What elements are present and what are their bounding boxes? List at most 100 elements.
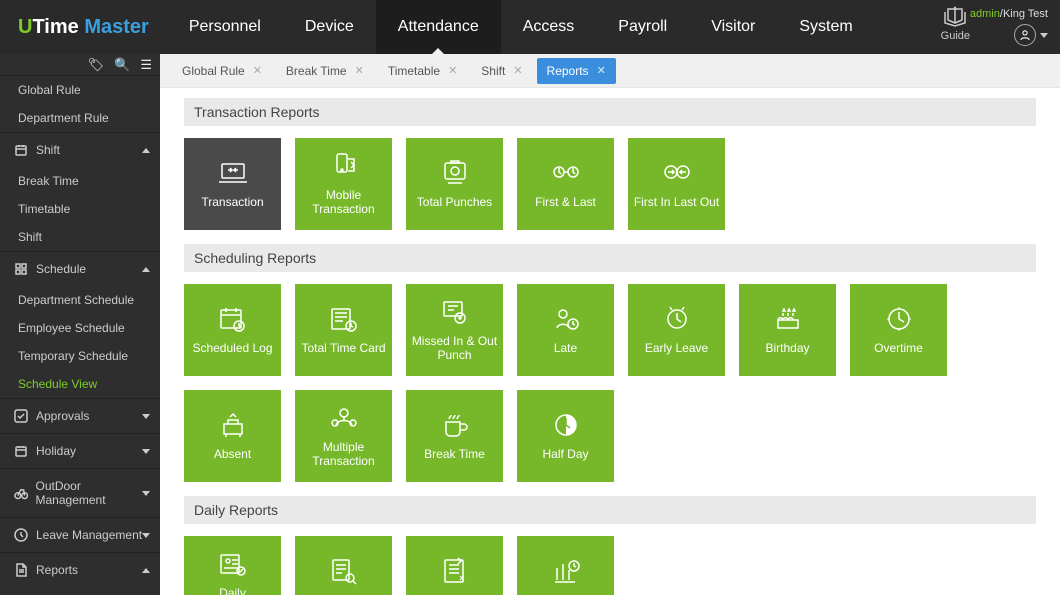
card-half-day[interactable]: Half Day (517, 390, 614, 482)
dsum-icon (438, 556, 472, 586)
cake-icon (771, 304, 805, 334)
sidebar-item-schedule-view[interactable]: Schedule View (0, 370, 160, 398)
grid-icon (14, 262, 28, 276)
card-label: Early Leave (645, 342, 708, 356)
sidebar-group-approvals[interactable]: Approvals (0, 398, 160, 433)
card-early-leave[interactable]: Early Leave (628, 284, 725, 376)
card-label: Break Time (424, 448, 485, 462)
user-menu-caret-icon[interactable] (1040, 33, 1048, 38)
card-late[interactable]: Late (517, 284, 614, 376)
logo-u: U (18, 16, 32, 38)
card-scheduled-log[interactable]: Scheduled Log (184, 284, 281, 376)
nav-system[interactable]: System (777, 0, 874, 54)
tab-close-icon[interactable]: ✕ (597, 64, 606, 77)
sidebar-group-leave-management[interactable]: Leave Management (0, 517, 160, 552)
multi-icon (327, 403, 361, 433)
card-label: Multiple Transaction (299, 441, 388, 469)
card-total-time-card[interactable]: Total Time Card (295, 284, 392, 376)
guide[interactable]: Guide (941, 6, 970, 42)
card-label: Total Time Card (301, 342, 385, 356)
sidebar-group-label: Leave Management (36, 528, 142, 542)
halfday-icon (549, 410, 583, 440)
sidebar-item-employee-schedule[interactable]: Employee Schedule (0, 314, 160, 342)
sidebar-group-label: Holiday (36, 444, 76, 458)
break-icon (438, 410, 472, 440)
card-transaction[interactable]: Transaction (184, 138, 281, 230)
card-daily-summary[interactable]: Daily Summary (406, 536, 503, 595)
nav-personnel[interactable]: Personnel (167, 0, 283, 54)
sidebar-group-holiday[interactable]: Holiday (0, 433, 160, 468)
sidebar-group-schedule[interactable]: Schedule (0, 251, 160, 286)
card-overtime[interactable]: Overtime (850, 284, 947, 376)
card-total-punches[interactable]: Total Punches (406, 138, 503, 230)
card-first-in-last-out[interactable]: First In Last Out (628, 138, 725, 230)
avatar[interactable] (1014, 24, 1036, 46)
tab-close-icon[interactable]: ✕ (513, 64, 522, 77)
tab-close-icon[interactable]: ✕ (448, 64, 457, 77)
card-row: Daily Attendance Daily DetailsDaily Summa… (184, 536, 1036, 595)
card-daily-attendance[interactable]: Daily Attendance (184, 536, 281, 595)
chevron-down-icon (142, 533, 150, 538)
card-missed-in-out-punch[interactable]: Missed In & Out Punch (406, 284, 503, 376)
user-name: King Test (1003, 8, 1048, 20)
user-box: admin/King Test (970, 8, 1048, 46)
card-absent[interactable]: Absent (184, 390, 281, 482)
tab-close-icon[interactable]: ✕ (355, 64, 364, 77)
card-label: Overtime (874, 342, 923, 356)
card-label: Transaction (201, 196, 263, 210)
doc-icon (14, 563, 28, 577)
tab-reports[interactable]: Reports✕ (537, 58, 616, 84)
chevron-up-icon (142, 267, 150, 272)
sidebar-item-break-time[interactable]: Break Time (0, 167, 160, 195)
nav-attendance[interactable]: Attendance (376, 0, 501, 54)
schedlog-icon (216, 304, 250, 334)
sidebar-group-shift[interactable]: Shift (0, 132, 160, 167)
tag-icon[interactable]: 🏷 (88, 57, 105, 73)
card-label: First & Last (535, 196, 596, 210)
sidebar-group-label: Schedule (36, 262, 86, 276)
sidebar: 🏷 🔍 ☰ Global RuleDepartment Rule ShiftBr… (0, 54, 160, 595)
card-break-time[interactable]: Break Time (406, 390, 503, 482)
search-icon[interactable]: 🔍 (114, 57, 130, 73)
sidebar-item-global-rule[interactable]: Global Rule (0, 76, 160, 104)
menu-icon[interactable]: ☰ (140, 57, 152, 73)
sidebar-item-timetable[interactable]: Timetable (0, 195, 160, 223)
sidebar-item-department-schedule[interactable]: Department Schedule (0, 286, 160, 314)
content: Global Rule✕Break Time✕Timetable✕Shift✕R… (160, 54, 1060, 595)
sidebar-group-label: Reports (36, 563, 78, 577)
sidebar-group-outdoor-management[interactable]: OutDoor Management (0, 468, 160, 517)
card-multiple-transaction[interactable]: Multiple Transaction (295, 390, 392, 482)
punch-icon (438, 158, 472, 188)
datt-icon (216, 549, 250, 579)
card-label: Scheduled Log (192, 342, 272, 356)
nav-visitor[interactable]: Visitor (689, 0, 777, 54)
sidebar-item-calculate[interactable]: Calculate (0, 587, 160, 595)
tab-label: Break Time (286, 64, 347, 78)
section-transaction-reports: Transaction Reports (184, 98, 1036, 126)
card-birthday[interactable]: Birthday (739, 284, 836, 376)
nav-device[interactable]: Device (283, 0, 376, 54)
card-label: Daily Attendance (188, 587, 277, 595)
card-daily-details[interactable]: Daily Details (295, 536, 392, 595)
card-mobile-transaction[interactable]: Mobile Transaction (295, 138, 392, 230)
tab-close-icon[interactable]: ✕ (253, 64, 262, 77)
sidebar-group-label: OutDoor Management (36, 479, 151, 507)
tab-shift[interactable]: Shift✕ (471, 58, 532, 84)
sidebar-item-shift[interactable]: Shift (0, 223, 160, 251)
nav-access[interactable]: Access (501, 0, 597, 54)
sidebar-item-temporary-schedule[interactable]: Temporary Schedule (0, 342, 160, 370)
card-label: Mobile Transaction (299, 189, 388, 217)
nav-payroll[interactable]: Payroll (596, 0, 689, 54)
card-daily-status[interactable]: Daily Status (517, 536, 614, 595)
chevron-up-icon (142, 568, 150, 573)
card-label: Late (554, 342, 577, 356)
sidebar-group-reports[interactable]: Reports (0, 552, 160, 587)
sidebar-item-department-rule[interactable]: Department Rule (0, 104, 160, 132)
card-label: Half Day (542, 448, 588, 462)
user-admin-link[interactable]: admin (970, 8, 1000, 20)
tab-global-rule[interactable]: Global Rule✕ (172, 58, 272, 84)
tab-break-time[interactable]: Break Time ✕ (276, 58, 374, 84)
firstlast-icon (549, 158, 583, 188)
card-first-last[interactable]: First & Last (517, 138, 614, 230)
tab-timetable[interactable]: Timetable✕ (378, 58, 467, 84)
